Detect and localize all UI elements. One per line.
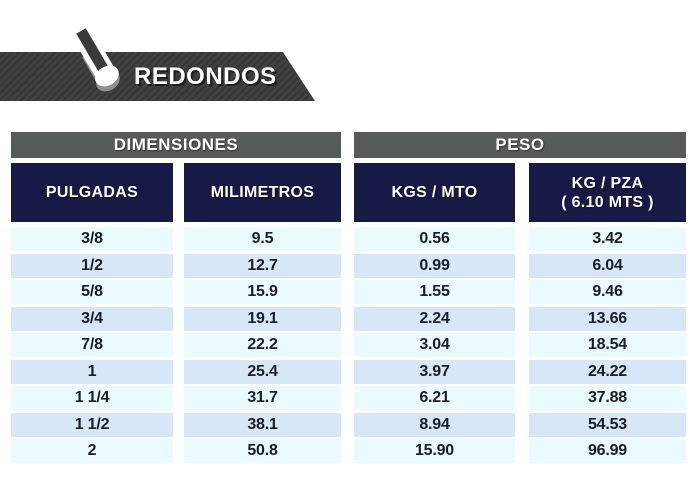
peso-section: PESO KGS / MTO KG / PZA ( 6.10 MTS ) 0.5… [354,132,686,463]
cell-pulgadas: 1 [11,359,173,384]
cell-pulgadas: 1 1/2 [11,412,173,437]
cell-milimetros: 9.5 [184,227,341,251]
peso-column-headers: KGS / MTO KG / PZA ( 6.10 MTS ) [354,163,686,222]
cell-milimetros: 50.8 [184,439,341,463]
cell-milimetros: 25.4 [184,359,341,384]
cell-kg-pza: 96.99 [529,439,686,463]
cell-kgs-mto: 3.04 [354,333,515,357]
cell-kg-pza: 3.42 [529,227,686,251]
cell-kg-pza: 9.46 [529,280,686,304]
cell-kg-pza: 37.88 [529,386,686,410]
cell-kg-pza: 6.04 [529,253,686,278]
cell-pulgadas: 3/8 [11,227,173,251]
cell-milimetros: 12.7 [184,253,341,278]
cell-kgs-mto: 6.21 [354,386,515,410]
cell-pulgadas: 2 [11,439,173,463]
cell-milimetros: 31.7 [184,386,341,410]
col-header-pulgadas: PULGADAS [11,163,173,222]
cell-milimetros: 22.2 [184,333,341,357]
cell-kgs-mto: 15.90 [354,439,515,463]
dimensiones-section: DIMENSIONES PULGADAS MILIMETROS 3/8 9.5 … [11,132,341,463]
cell-kgs-mto: 1.55 [354,280,515,304]
round-bar-icon [71,26,120,92]
cell-kg-pza: 54.53 [529,412,686,437]
cell-kgs-mto: 2.24 [354,306,515,331]
cell-kg-pza: 13.66 [529,306,686,331]
cell-pulgadas: 5/8 [11,280,173,304]
cell-pulgadas: 1/2 [11,253,173,278]
peso-group-header: PESO [354,132,686,158]
cell-milimetros: 38.1 [184,412,341,437]
cell-pulgadas: 7/8 [11,333,173,357]
banner-title: REDONDOS [134,62,277,90]
cell-pulgadas: 3/4 [11,306,173,331]
dimensiones-group-header: DIMENSIONES [11,132,341,158]
col-header-milimetros: MILIMETROS [184,163,341,222]
cell-kgs-mto: 8.94 [354,412,515,437]
kg-pza-line2: ( 6.10 MTS ) [561,193,654,211]
peso-rows: 0.56 3.42 0.99 6.04 1.55 9.46 2.24 13.66… [354,227,686,463]
cell-kg-pza: 24.22 [529,359,686,384]
cell-milimetros: 15.9 [184,280,341,304]
dimensiones-column-headers: PULGADAS MILIMETROS [11,163,341,222]
cell-kgs-mto: 0.99 [354,253,515,278]
dimensiones-rows: 3/8 9.5 1/2 12.7 5/8 15.9 3/4 19.1 7/8 2… [11,227,341,463]
cell-milimetros: 19.1 [184,306,341,331]
col-header-kgs-mto: KGS / MTO [354,163,515,222]
cell-kg-pza: 18.54 [529,333,686,357]
cell-kgs-mto: 0.56 [354,227,515,251]
col-header-kg-pza: KG / PZA ( 6.10 MTS ) [529,163,686,222]
cell-pulgadas: 1 1/4 [11,386,173,410]
kg-pza-line1: KG / PZA [571,174,644,192]
cell-kgs-mto: 3.97 [354,359,515,384]
redondos-banner: REDONDOS [0,52,315,101]
